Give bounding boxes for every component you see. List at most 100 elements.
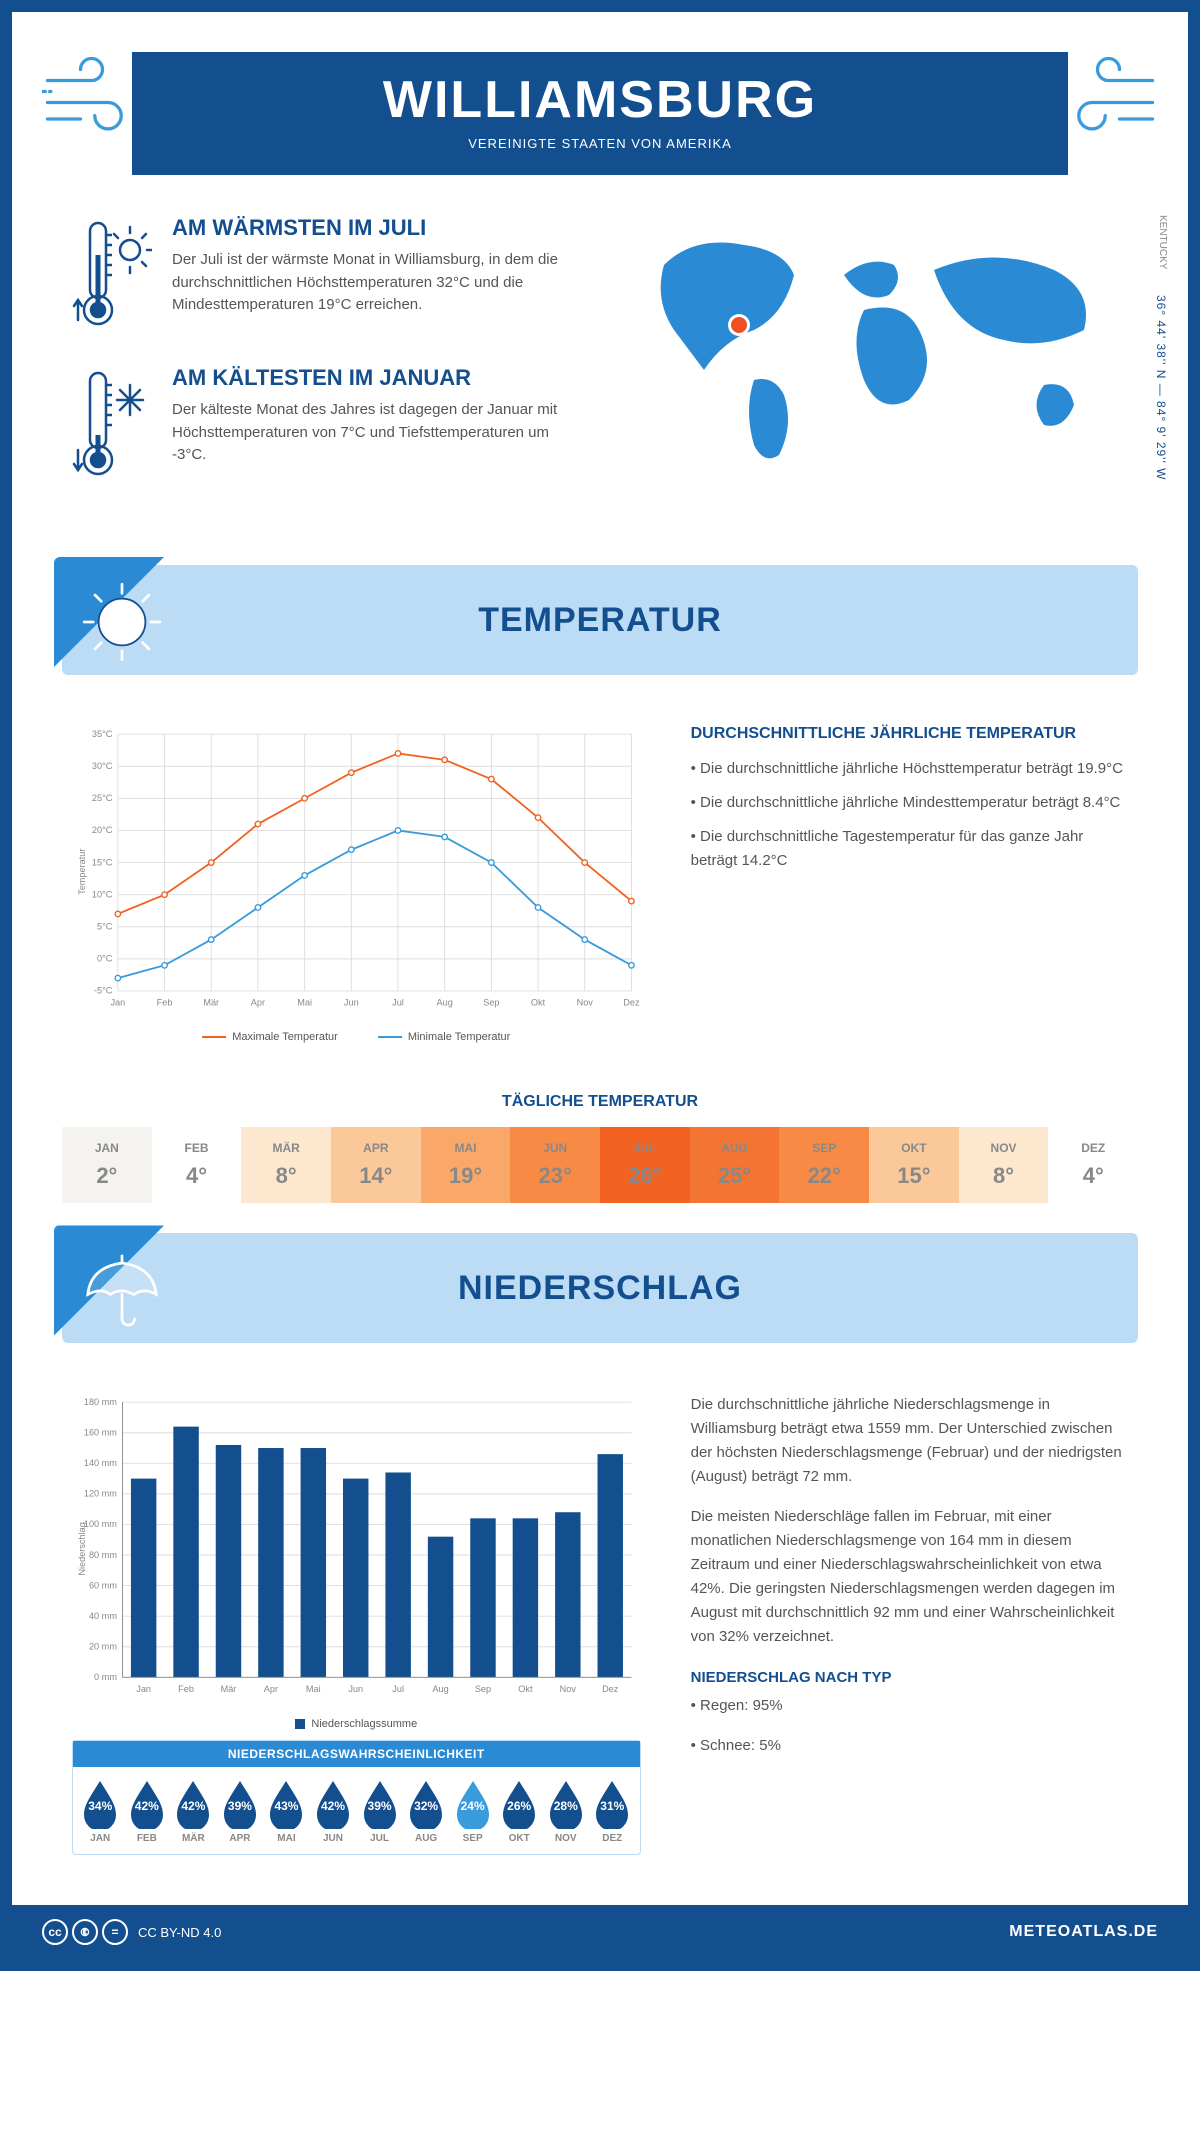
legend-max: Maximale Temperatur xyxy=(232,1031,338,1043)
coldest-item: AM KÄLTESTEN IM JANUAR Der kälteste Mona… xyxy=(72,365,580,485)
temperature-chart: -5°C0°C5°C10°C15°C20°C25°C30°C35°CJanFeb… xyxy=(72,725,641,1043)
svg-text:0 mm: 0 mm xyxy=(94,1673,117,1683)
precip-prob-cell: 26% OKT xyxy=(496,1777,543,1844)
license-text: CC BY-ND 4.0 xyxy=(138,1925,221,1940)
temperature-banner: TEMPERATUR xyxy=(62,565,1138,675)
svg-text:Feb: Feb xyxy=(178,1684,194,1694)
svg-text:Apr: Apr xyxy=(251,998,265,1008)
precip-prob-title: NIEDERSCHLAGSWAHRSCHEINLICHKEIT xyxy=(73,1741,640,1767)
svg-text:35°C: 35°C xyxy=(92,729,113,739)
svg-text:Jul: Jul xyxy=(392,1684,404,1694)
svg-text:Sep: Sep xyxy=(475,1684,491,1694)
temperature-legend: Maximale Temperatur Minimale Temperatur xyxy=(72,1031,641,1043)
precip-prob-cell: 42% MÄR xyxy=(170,1777,217,1844)
svg-text:100 mm: 100 mm xyxy=(84,1520,117,1530)
sun-icon xyxy=(77,577,167,667)
precip-prob-cell: 43% MAI xyxy=(263,1777,310,1844)
precip-banner: NIEDERSCHLAG xyxy=(62,1233,1138,1343)
thermometer-hot-icon xyxy=(72,215,152,335)
svg-text:Nov: Nov xyxy=(577,998,594,1008)
header: WILLIAMSBURG VEREINIGTE STAATEN VON AMER… xyxy=(132,52,1068,175)
svg-text:Jul: Jul xyxy=(392,998,404,1008)
precip-type-title: NIEDERSCHLAG NACH TYP xyxy=(691,1669,1128,1686)
svg-text:25°C: 25°C xyxy=(92,793,113,803)
daily-temp-cell: JAN2° xyxy=(62,1127,152,1203)
precip-prob-box: NIEDERSCHLAGSWAHRSCHEINLICHKEIT 34% JAN … xyxy=(72,1740,641,1855)
temperature-section: -5°C0°C5°C10°C15°C20°C25°C30°C35°CJanFeb… xyxy=(12,695,1188,1073)
daily-temp-cell: SEP22° xyxy=(779,1127,869,1203)
coldest-title: AM KÄLTESTEN IM JANUAR xyxy=(172,365,580,391)
region-label: KENTUCKY xyxy=(1157,215,1168,269)
legend-precip: Niederschlagssumme xyxy=(311,1718,417,1730)
country-subtitle: VEREINIGTE STAATEN VON AMERIKA xyxy=(132,136,1068,151)
daily-temp-cell: JUN23° xyxy=(510,1127,600,1203)
precip-section: 0 mm20 mm40 mm60 mm80 mm100 mm120 mm140 … xyxy=(12,1363,1188,1875)
svg-text:80 mm: 80 mm xyxy=(89,1550,117,1560)
svg-text:10°C: 10°C xyxy=(92,889,113,899)
svg-text:Aug: Aug xyxy=(432,1684,448,1694)
precip-info: Die durchschnittliche jährliche Niedersc… xyxy=(691,1393,1128,1855)
svg-text:Jan: Jan xyxy=(110,998,125,1008)
daily-temp-cell: OKT15° xyxy=(869,1127,959,1203)
warmest-text: Der Juli ist der wärmste Monat in Willia… xyxy=(172,249,580,317)
svg-text:Mai: Mai xyxy=(306,1684,321,1694)
coords-label: 36° 44' 38'' N — 84° 9' 29'' W xyxy=(1154,295,1168,480)
daily-temp-cell: DEZ4° xyxy=(1048,1127,1138,1203)
svg-text:15°C: 15°C xyxy=(92,857,113,867)
umbrella-icon xyxy=(77,1245,167,1335)
svg-text:120 mm: 120 mm xyxy=(84,1489,117,1499)
svg-text:Mär: Mär xyxy=(203,998,219,1008)
precip-prob-cell: 28% NOV xyxy=(542,1777,589,1844)
precip-chart: 0 mm20 mm40 mm60 mm80 mm100 mm120 mm140 … xyxy=(72,1393,641,1855)
svg-text:0°C: 0°C xyxy=(97,954,113,964)
svg-text:Feb: Feb xyxy=(157,998,173,1008)
precip-prob-cell: 34% JAN xyxy=(77,1777,124,1844)
daily-temp-cell: APR14° xyxy=(331,1127,421,1203)
svg-text:Nov: Nov xyxy=(560,1684,577,1694)
svg-text:Jan: Jan xyxy=(136,1684,151,1694)
daily-temp-cell: NOV8° xyxy=(959,1127,1049,1203)
precip-prob-cell: 32% AUG xyxy=(403,1777,450,1844)
temp-bullet: • Die durchschnittliche Tagestemperatur … xyxy=(691,825,1128,873)
temp-bullet: • Die durchschnittliche jährliche Mindes… xyxy=(691,791,1128,815)
precip-text1: Die durchschnittliche jährliche Niedersc… xyxy=(691,1393,1128,1489)
world-map-block: KENTUCKY 36° 44' 38'' N — 84° 9' 29'' W xyxy=(620,215,1128,515)
svg-text:Aug: Aug xyxy=(437,998,453,1008)
world-map-icon xyxy=(620,215,1128,475)
thermometer-cold-icon xyxy=(72,365,152,485)
precip-prob-cell: 24% SEP xyxy=(449,1777,496,1844)
svg-text:20 mm: 20 mm xyxy=(89,1642,117,1652)
svg-text:Temperatur: Temperatur xyxy=(77,849,87,895)
svg-text:20°C: 20°C xyxy=(92,825,113,835)
intro-section: AM WÄRMSTEN IM JULI Der Juli ist der wär… xyxy=(12,175,1188,545)
temperature-info: DURCHSCHNITTLICHE JÄHRLICHE TEMPERATUR •… xyxy=(691,725,1128,1043)
footer: cc🅮= CC BY-ND 4.0 METEOATLAS.DE xyxy=(12,1905,1188,1959)
svg-text:180 mm: 180 mm xyxy=(84,1397,117,1407)
precip-prob-cell: 39% APR xyxy=(217,1777,264,1844)
daily-temp-cell: AUG25° xyxy=(690,1127,780,1203)
warmest-item: AM WÄRMSTEN IM JULI Der Juli ist der wär… xyxy=(72,215,580,335)
svg-text:Apr: Apr xyxy=(264,1684,278,1694)
svg-text:Dez: Dez xyxy=(602,1684,619,1694)
coldest-text: Der kälteste Monat des Jahres ist dagege… xyxy=(172,399,580,467)
temp-info-title: DURCHSCHNITTLICHE JÄHRLICHE TEMPERATUR xyxy=(691,725,1128,743)
svg-text:Sep: Sep xyxy=(483,998,499,1008)
temperature-heading: TEMPERATUR xyxy=(478,601,722,640)
warm-cold-block: AM WÄRMSTEN IM JULI Der Juli ist der wär… xyxy=(72,215,580,515)
warmest-title: AM WÄRMSTEN IM JULI xyxy=(172,215,580,241)
precip-prob-cell: 42% FEB xyxy=(124,1777,171,1844)
daily-temp-title: TÄGLICHE TEMPERATUR xyxy=(12,1093,1188,1111)
svg-text:-5°C: -5°C xyxy=(94,986,113,996)
page: WILLIAMSBURG VEREINIGTE STAATEN VON AMER… xyxy=(0,0,1200,1971)
svg-text:160 mm: 160 mm xyxy=(84,1428,117,1438)
cc-icons: cc🅮= xyxy=(42,1919,128,1945)
daily-temp-cell: FEB4° xyxy=(152,1127,242,1203)
svg-text:Okt: Okt xyxy=(531,998,546,1008)
temp-bullet: • Die durchschnittliche jährliche Höchst… xyxy=(691,757,1128,781)
legend-min: Minimale Temperatur xyxy=(408,1031,511,1043)
precip-legend: Niederschlagssumme xyxy=(72,1718,641,1730)
precip-type-bullet: • Regen: 95% xyxy=(691,1694,1128,1718)
daily-temp-row: JAN2°FEB4°MÄR8°APR14°MAI19°JUN23°JUL26°A… xyxy=(62,1127,1138,1203)
precip-prob-cell: 31% DEZ xyxy=(589,1777,636,1844)
precip-text2: Die meisten Niederschläge fallen im Febr… xyxy=(691,1505,1128,1649)
